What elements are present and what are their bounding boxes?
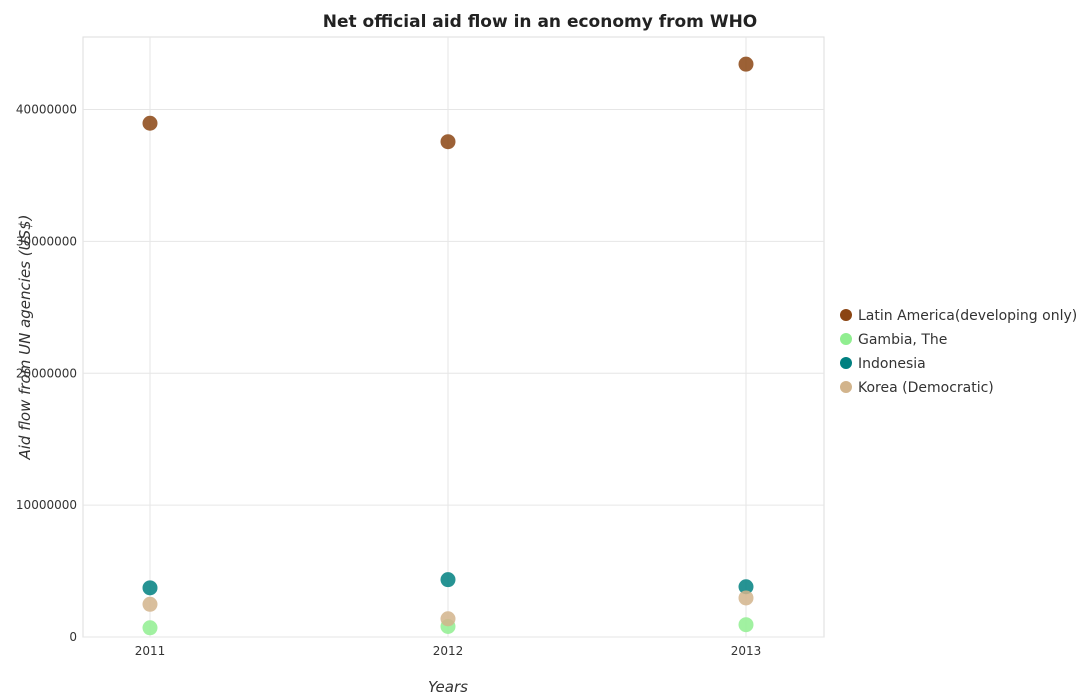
data-points <box>142 56 754 636</box>
data-point <box>738 617 754 633</box>
x-axis-ticks: 2011 2012 2013 <box>135 644 762 658</box>
x-axis-title: Years <box>428 678 468 696</box>
plot-area <box>82 36 825 638</box>
legend: Latin America(developing only) Gambia, Th… <box>840 308 1077 396</box>
legend-marker <box>840 357 852 369</box>
data-point <box>142 596 158 612</box>
data-point <box>440 611 456 627</box>
y-tick-label: 10000000 <box>16 498 77 512</box>
legend-marker <box>840 333 852 345</box>
y-tick-label: 20000000 <box>16 366 77 380</box>
chart-title: Net official aid flow in an economy from… <box>323 12 758 32</box>
data-point <box>142 115 158 131</box>
y-tick-label: 40000000 <box>16 103 77 117</box>
x-tick-label: 2013 <box>731 644 762 658</box>
data-point <box>142 620 158 636</box>
y-tick-label: 0 <box>69 630 77 644</box>
legend-label: Korea (Democratic) <box>858 380 994 396</box>
data-point <box>440 572 456 588</box>
y-axis-ticks: 0 10000000 20000000 30000000 40000000 <box>16 103 77 644</box>
x-tick-label: 2011 <box>135 644 166 658</box>
legend-label: Indonesia <box>858 356 926 372</box>
data-point <box>440 134 456 150</box>
legend-label: Gambia, The <box>858 332 947 348</box>
data-point <box>142 580 158 596</box>
legend-marker <box>840 309 852 321</box>
legend-marker <box>840 381 852 393</box>
data-point <box>738 590 754 606</box>
y-axis-title: Aid flow from UN agencies (US$) <box>16 214 34 460</box>
data-point <box>738 56 754 72</box>
data-point <box>738 579 754 595</box>
legend-label: Latin America(developing only) <box>858 308 1077 324</box>
y-tick-label: 30000000 <box>16 234 77 248</box>
x-tick-label: 2012 <box>433 644 464 658</box>
